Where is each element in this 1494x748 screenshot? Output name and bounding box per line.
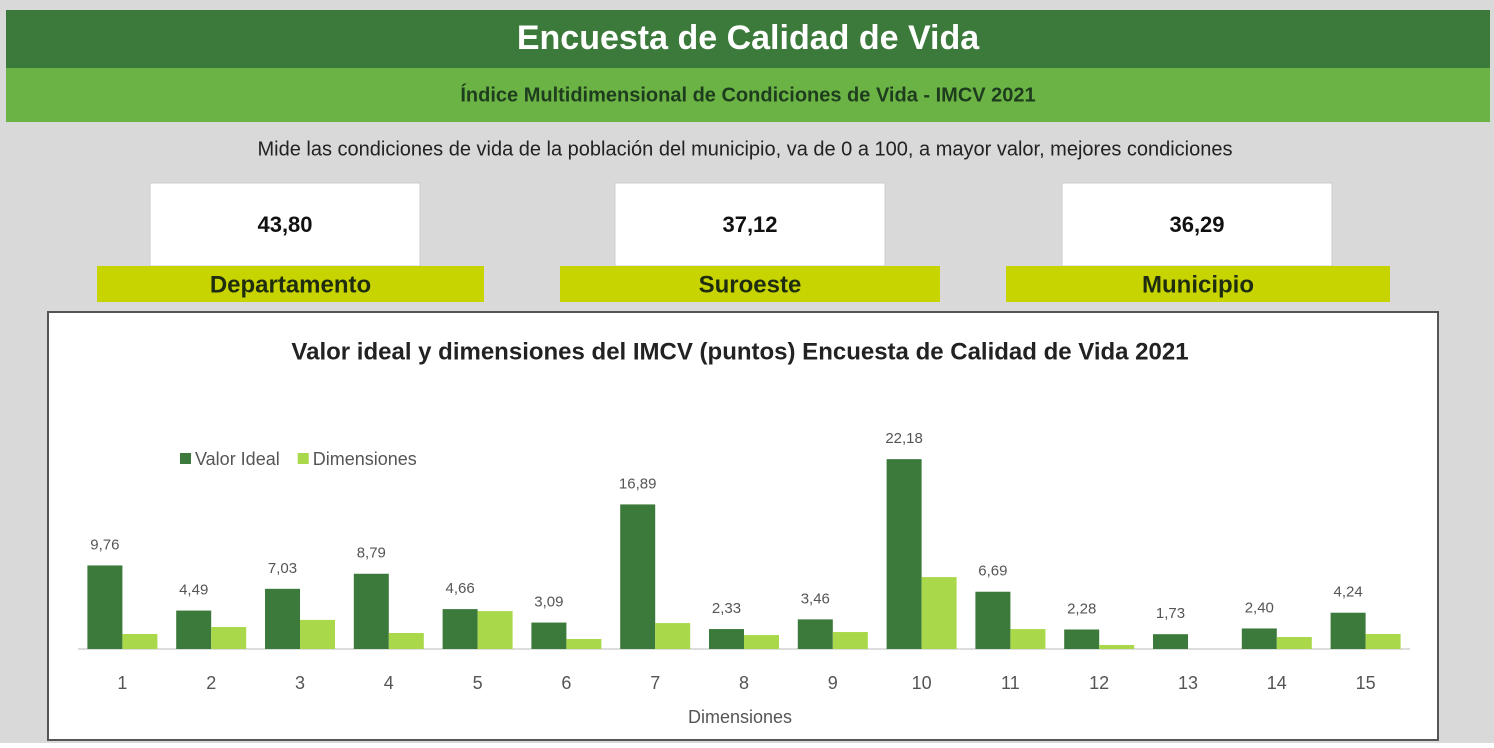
data-label: 8,79 xyxy=(357,545,386,562)
kpi-value: 43,80 xyxy=(257,212,312,237)
bar xyxy=(709,629,744,649)
bar xyxy=(353,573,389,649)
bar xyxy=(388,632,424,649)
bar xyxy=(1064,629,1100,649)
x-tick-label: 6 xyxy=(561,673,571,693)
x-tick-label: 8 xyxy=(739,673,749,693)
bar xyxy=(797,619,833,649)
kpi-value: 37,12 xyxy=(722,212,777,237)
data-label: 22,18 xyxy=(885,430,923,447)
bar xyxy=(921,577,957,649)
description: Mide las condiciones de vida de la pobla… xyxy=(257,138,1232,160)
bar xyxy=(1153,634,1188,649)
data-label: 9,76 xyxy=(90,536,119,553)
kpi-label: Suroeste xyxy=(699,271,802,298)
x-tick-label: 15 xyxy=(1356,673,1376,693)
x-tick-label: 5 xyxy=(473,673,483,693)
bar xyxy=(1330,612,1366,649)
x-tick-label: 12 xyxy=(1089,673,1109,693)
data-label: 4,66 xyxy=(445,580,474,597)
subheader-band xyxy=(6,68,1490,122)
x-tick-label: 13 xyxy=(1178,673,1198,693)
bar xyxy=(655,623,691,649)
x-tick-label: 4 xyxy=(384,673,394,693)
bar xyxy=(531,622,567,649)
header-title: Encuesta de Calidad de Vida xyxy=(517,19,980,57)
bar xyxy=(1241,628,1277,649)
data-label: 2,33 xyxy=(712,600,741,617)
data-label: 16,89 xyxy=(619,475,657,492)
data-label: 4,24 xyxy=(1333,584,1362,601)
bar xyxy=(832,632,868,649)
header-band xyxy=(6,10,1490,68)
x-tick-label: 1 xyxy=(117,673,127,693)
data-label: 1,73 xyxy=(1156,605,1185,622)
chart-frame xyxy=(47,311,1439,741)
bar xyxy=(265,588,300,649)
bar xyxy=(176,610,212,649)
bar xyxy=(566,638,602,649)
bar xyxy=(122,634,158,649)
data-label: 3,09 xyxy=(534,594,563,611)
kpi-card xyxy=(149,182,421,267)
bar xyxy=(87,565,123,649)
bar xyxy=(620,504,656,649)
x-tick-label: 7 xyxy=(650,673,660,693)
chart-title: Valor ideal y dimensiones del IMCV (punt… xyxy=(291,338,1188,365)
legend-label: Dimensiones xyxy=(313,449,417,469)
bar xyxy=(975,591,1011,649)
data-label: 2,40 xyxy=(1245,599,1274,616)
x-axis-title: Dimensiones xyxy=(688,707,792,727)
bar xyxy=(1010,629,1046,649)
kpi-label-band xyxy=(97,266,484,302)
header-subtitle: Índice Multidimensional de Condiciones d… xyxy=(460,83,1035,106)
kpi-card xyxy=(1061,182,1333,267)
legend-swatch xyxy=(180,453,191,464)
kpi-label: Departamento xyxy=(210,271,371,298)
kpi-label-band xyxy=(1006,266,1390,302)
x-tick-label: 9 xyxy=(828,673,838,693)
kpi-label-band xyxy=(560,266,940,302)
x-tick-label: 3 xyxy=(295,673,305,693)
data-label: 3,46 xyxy=(801,590,830,607)
bar xyxy=(1276,637,1312,649)
kpi-value: 36,29 xyxy=(1169,212,1224,237)
bar xyxy=(477,611,513,649)
kpi-label: Municipio xyxy=(1142,271,1254,298)
bar xyxy=(300,619,335,649)
x-tick-label: 11 xyxy=(1001,673,1020,693)
bar xyxy=(211,627,247,649)
bar xyxy=(1365,634,1401,649)
kpi-card xyxy=(614,182,886,267)
data-label: 6,69 xyxy=(978,563,1007,580)
legend-swatch xyxy=(297,453,309,464)
legend-label: Valor Ideal xyxy=(195,449,280,469)
x-tick-label: 14 xyxy=(1267,673,1287,693)
x-tick-label: 10 xyxy=(912,673,932,693)
bar xyxy=(744,635,779,649)
bar xyxy=(442,609,478,649)
x-tick-label: 2 xyxy=(206,673,216,693)
bar xyxy=(1099,644,1135,649)
bar xyxy=(886,459,922,649)
data-label: 4,49 xyxy=(179,582,208,599)
data-label: 2,28 xyxy=(1067,600,1096,617)
data-label: 7,03 xyxy=(268,560,297,577)
